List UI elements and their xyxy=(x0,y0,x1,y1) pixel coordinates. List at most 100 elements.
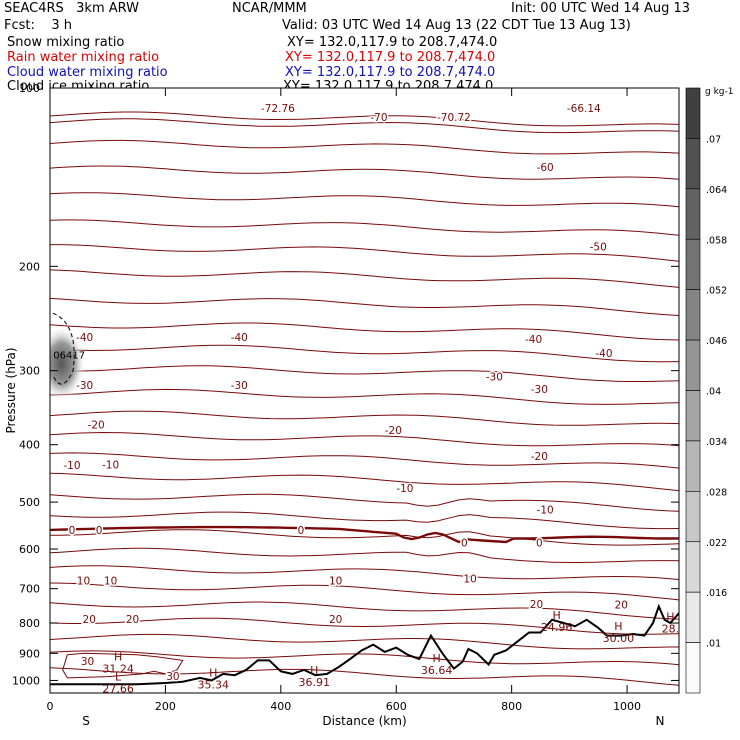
cloud-ice-value: 06417 xyxy=(53,351,85,362)
contour-label: 0 xyxy=(96,525,103,537)
contour-line xyxy=(50,565,679,580)
contour-label: -40 xyxy=(231,332,248,344)
contour-line xyxy=(50,322,679,341)
contour-label: 10 xyxy=(77,575,90,587)
contour-labels: -72.76 -70 -70.72 -66.14 -60 -50 -40 -40 -40 -40 -… xyxy=(62,101,630,684)
extremum-value: 27.66 xyxy=(102,682,134,695)
y-tick-label: 400 xyxy=(19,439,40,452)
contour-label: -66.14 xyxy=(567,103,601,115)
contour-label: 20 xyxy=(615,600,628,612)
field-snow-xy: XY= 132.0,117.9 to 208.7,474.0 xyxy=(287,35,498,50)
contour-label: -30 xyxy=(76,380,93,392)
field-cloudwater-xy: XY= 132.0,117.9 to 208.7,474.0 xyxy=(285,65,496,80)
x-axis-label: Distance (km) xyxy=(322,714,406,728)
init-label: Init: 00 UTC Wed 14 Aug 13 xyxy=(511,1,691,16)
colorbar-swatch xyxy=(685,440,701,492)
contour-line xyxy=(50,431,679,447)
extremum-letter: H xyxy=(553,609,561,622)
contour-label: 0 xyxy=(461,537,468,549)
contour-label: -20 xyxy=(531,451,548,463)
contour-line xyxy=(50,650,679,666)
contour-line xyxy=(50,667,679,686)
contour-line xyxy=(50,472,679,492)
plot-area xyxy=(50,88,679,693)
colorbar-swatch xyxy=(685,188,701,240)
extremum-value: 35.34 xyxy=(198,678,230,691)
cloud-ice-shading xyxy=(50,325,86,402)
contour-line xyxy=(50,410,679,426)
x-tick-label: 400 xyxy=(270,700,291,713)
cloud-ice-feature: 06417 xyxy=(50,312,86,402)
x-tick-label: 0 xyxy=(47,700,54,713)
y-tick-label: 100 xyxy=(19,82,40,95)
colorbar-tick-label: .064 xyxy=(706,185,727,196)
field-snow-name: Snow mixing ratio xyxy=(7,35,125,50)
contour-label: -10 xyxy=(63,460,80,472)
colorbar: .07 .064 .058 .052 .046 .04 .034 .028 .022 .016 .0… xyxy=(685,87,733,694)
contour-label: -50 xyxy=(590,241,607,253)
extremum-value: 36.91 xyxy=(299,676,331,689)
contour-label: 20 xyxy=(329,614,342,626)
colorbar-tick-label: .01 xyxy=(706,639,721,650)
contour-label: 30 xyxy=(166,671,179,683)
contour-label: 0 xyxy=(69,525,76,537)
contour-line xyxy=(50,269,679,288)
y-tick-label: 1000 xyxy=(12,674,40,687)
extremum-letter: H xyxy=(666,611,674,624)
y-tick-label: 600 xyxy=(19,543,40,556)
colorbar-swatch xyxy=(685,390,701,442)
contour-label: 10 xyxy=(104,575,117,587)
colorbar-swatch xyxy=(685,289,701,341)
colorbar-tick-label: .07 xyxy=(706,134,721,145)
extremum-letter: H xyxy=(310,664,318,677)
y-tick-label: 800 xyxy=(19,617,40,630)
extremum-letter: L xyxy=(115,670,122,683)
contour-line xyxy=(50,111,679,127)
field-rain-name: Rain water mixing ratio xyxy=(7,50,160,65)
extremum-value: 24.96 xyxy=(541,621,573,634)
y-tick-label: 200 xyxy=(19,260,40,273)
contour-label: 0 xyxy=(536,537,543,549)
colorbar-swatch xyxy=(685,238,701,290)
contour-line xyxy=(50,547,679,564)
contour-label: -30 xyxy=(486,372,503,384)
contour-line xyxy=(50,139,679,155)
contour-label: -30 xyxy=(531,384,548,396)
valid-label: Valid: 03 UTC Wed 14 Aug 13 (22 CDT Tue … xyxy=(282,18,631,33)
contour-label: -72.76 xyxy=(261,103,295,115)
extremum-letter: H xyxy=(209,666,217,679)
colorbar-swatch xyxy=(685,87,701,139)
contour-label: -20 xyxy=(385,425,402,437)
contour-line xyxy=(50,192,679,208)
contour-line xyxy=(50,452,679,469)
colorbar-swatch xyxy=(685,591,701,643)
extremum-value: 30.00 xyxy=(603,632,635,645)
contour-label: 10 xyxy=(463,574,476,586)
x-tick-label: 200 xyxy=(155,700,176,713)
y-tick-label: 500 xyxy=(19,496,40,509)
colorbar-swatch xyxy=(685,491,701,543)
contour-line xyxy=(50,118,679,134)
colorbar-swatch xyxy=(685,339,701,391)
cloud-ice-contour xyxy=(52,312,75,385)
contour-label: -70 xyxy=(370,112,387,124)
plot-frame xyxy=(49,87,680,694)
contour-label: -10 xyxy=(396,483,413,495)
contour-line xyxy=(50,165,679,180)
x-tick-label: 600 xyxy=(386,700,407,713)
contour-label: -40 xyxy=(76,332,93,344)
field-rain-xy: XY= 132.0,117.9 to 208.7,474.0 xyxy=(285,50,496,65)
x-end-label-left: S xyxy=(82,714,90,728)
colorbar-unit: g kg-1 xyxy=(705,87,733,97)
x-end-label-right: N xyxy=(656,714,665,728)
contour-line xyxy=(50,244,679,262)
colorbar-tick-label: .028 xyxy=(706,487,727,498)
terrain-line xyxy=(50,603,679,686)
contour-line xyxy=(50,633,679,650)
colorbar-swatch xyxy=(685,138,701,190)
contour-line xyxy=(50,219,679,236)
contour-label: -70.72 xyxy=(437,112,471,124)
y-tick-label: 700 xyxy=(19,583,40,596)
extremum-letter: H xyxy=(614,620,622,633)
